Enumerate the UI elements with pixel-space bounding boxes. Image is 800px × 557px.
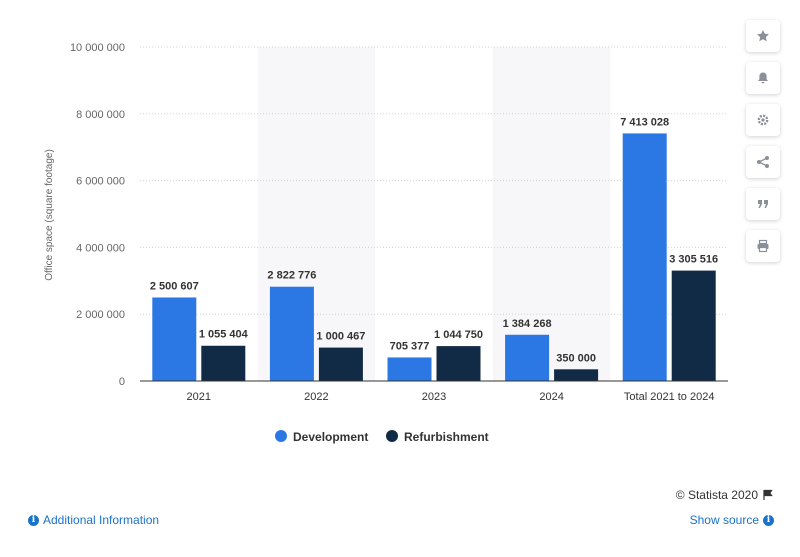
bar-refurbishment-3[interactable] — [554, 369, 599, 381]
bar-refurbishment-4[interactable] — [671, 270, 716, 381]
bar-chart: 0 2 000 000 4 000 000 6 000 000 8 000 000 10 … — [44, 42, 728, 444]
bar-refurbishment-1[interactable] — [318, 347, 363, 381]
legend-label-refurbishment: Refurbishment — [404, 430, 489, 444]
x-tick-label: 2024 — [539, 391, 563, 403]
data-label-development-3: 1 384 268 — [503, 318, 552, 330]
legend-label-development: Development — [293, 430, 368, 444]
cite-button[interactable] — [746, 188, 780, 220]
info-icon: i — [763, 514, 774, 526]
bar-development-3[interactable] — [505, 334, 550, 381]
show-source-link[interactable]: Show source i — [690, 513, 774, 527]
share-button[interactable] — [746, 146, 780, 178]
credit-text: © Statista 2020 — [675, 488, 758, 502]
data-label-development-1: 2 822 776 — [267, 270, 316, 282]
bell-icon — [758, 72, 768, 84]
data-label-refurbishment-0: 1 055 404 — [199, 329, 249, 341]
data-label-refurbishment-2: 1 044 750 — [434, 329, 483, 341]
y-axis-label: Office space (square footage) — [44, 149, 55, 281]
bar-development-0[interactable] — [152, 297, 197, 381]
x-tick-label: 2023 — [422, 391, 446, 403]
show-source-label: Show source — [689, 513, 759, 527]
data-label-development-0: 2 500 607 — [150, 280, 199, 292]
quote-icon — [758, 200, 768, 208]
print-icon — [757, 239, 769, 253]
gear-icon — [757, 114, 769, 126]
y-tick-label: 2 000 000 — [76, 309, 125, 321]
x-tick-label: 2021 — [187, 391, 211, 403]
statista-credit[interactable]: © Statista 2020 — [676, 488, 774, 502]
toolbar — [746, 20, 780, 272]
legend-item-refurbishment[interactable]: Refurbishment — [386, 430, 489, 444]
bar-development-1[interactable] — [269, 286, 314, 381]
flag-icon — [763, 489, 773, 500]
data-label-development-2: 705 377 — [390, 340, 430, 352]
y-tick-label: 6 000 000 — [76, 176, 125, 188]
bar-refurbishment-0[interactable] — [201, 345, 246, 381]
y-tick-label: 10 000 000 — [70, 42, 125, 54]
data-label-refurbishment-4: 3 305 516 — [669, 254, 718, 266]
share-icon — [757, 156, 769, 168]
notification-button[interactable] — [746, 62, 780, 94]
y-tick-label: 0 — [119, 376, 125, 388]
y-tick-label: 8 000 000 — [76, 109, 125, 121]
star-icon — [757, 30, 769, 42]
legend-item-development[interactable]: Development — [275, 430, 368, 444]
bar-refurbishment-2[interactable] — [436, 346, 481, 381]
data-label-refurbishment-1: 1 000 467 — [316, 331, 365, 343]
x-tick-label: 2022 — [304, 391, 328, 403]
category-band — [492, 47, 611, 381]
bar-development-4[interactable] — [622, 133, 667, 381]
info-icon: i — [28, 514, 39, 526]
print-button[interactable] — [746, 230, 780, 262]
legend: Development Refurbishment — [275, 430, 489, 444]
settings-button[interactable] — [746, 104, 780, 136]
additional-information-link[interactable]: i Additional Information — [28, 513, 159, 527]
favorite-button[interactable] — [746, 20, 780, 52]
data-label-refurbishment-3: 350 000 — [556, 352, 596, 364]
bar-development-2[interactable] — [387, 357, 432, 381]
x-tick-label: Total 2021 to 2024 — [624, 391, 715, 403]
data-label-development-4: 7 413 028 — [620, 116, 669, 128]
additional-information-label: Additional Information — [43, 513, 160, 527]
y-tick-label: 4 000 000 — [76, 242, 125, 254]
